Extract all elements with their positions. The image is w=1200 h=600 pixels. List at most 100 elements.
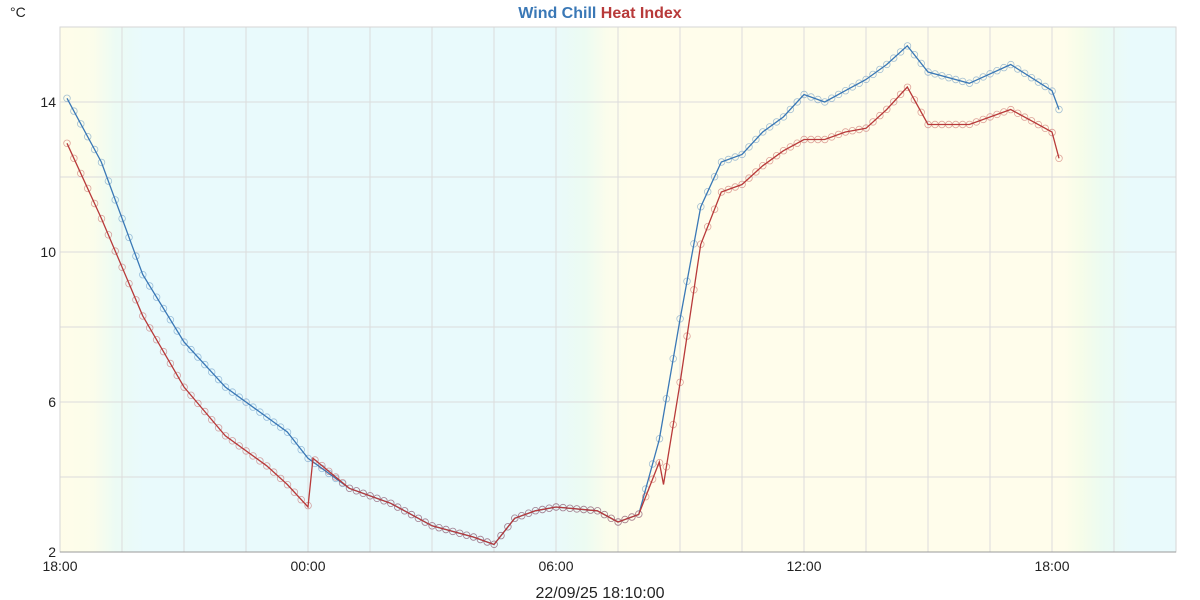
data-point (834, 90, 843, 99)
data-point (194, 399, 202, 408)
data-point (890, 54, 898, 62)
data-point (345, 484, 354, 492)
data-point (841, 128, 850, 136)
data-point (552, 503, 560, 511)
data-point (724, 185, 733, 194)
data-point (607, 514, 615, 522)
data-point (1034, 120, 1043, 129)
data-point (958, 77, 967, 86)
data-point (779, 113, 788, 121)
data-point (311, 456, 319, 464)
data-point (1014, 109, 1022, 117)
data-point (710, 205, 719, 213)
data-point (394, 503, 402, 511)
data-point (400, 507, 409, 515)
data-point (786, 143, 795, 151)
data-point (70, 107, 78, 115)
data-point (600, 510, 609, 519)
data-point (524, 509, 533, 517)
data-point (697, 240, 705, 248)
data-point (228, 388, 237, 396)
data-point (972, 118, 981, 126)
data-point (145, 282, 154, 290)
data-point (931, 70, 939, 78)
data-point (297, 496, 305, 504)
data-point (738, 180, 746, 189)
title-part: Heat Index (596, 5, 681, 22)
data-point (387, 499, 395, 507)
data-point (483, 538, 491, 546)
data-point (538, 505, 547, 514)
data-point (325, 467, 333, 475)
data-point (993, 66, 1001, 75)
data-point (731, 153, 739, 161)
data-point (883, 60, 891, 69)
data-point (125, 233, 133, 242)
data-point (256, 457, 264, 465)
data-point (221, 432, 230, 440)
data-point (841, 86, 850, 95)
data-point (1007, 105, 1015, 114)
data-point (63, 94, 71, 102)
data-point (421, 518, 429, 526)
data-point (917, 108, 925, 116)
data-point (180, 338, 188, 346)
y-tick-label: 2 (48, 544, 56, 560)
data-point (132, 296, 140, 304)
data-point (848, 83, 857, 91)
data-point (683, 332, 691, 340)
data-point (621, 515, 629, 524)
data-point (848, 126, 857, 135)
data-point (345, 484, 354, 492)
data-point (111, 247, 119, 255)
data-point (518, 512, 526, 520)
data-point (910, 96, 919, 104)
data-point (483, 538, 491, 546)
data-point (77, 169, 85, 178)
data-point (263, 413, 271, 421)
data-point (690, 240, 698, 248)
data-point (793, 98, 801, 106)
data-point (1048, 128, 1056, 137)
x-tick-label: 18:00 (1034, 558, 1069, 574)
data-point (318, 461, 326, 470)
data-point (242, 447, 250, 455)
grid (59, 26, 1177, 553)
data-point (655, 459, 664, 467)
data-point (793, 139, 801, 147)
data-point (111, 196, 119, 204)
data-point (497, 531, 505, 540)
x-tick-label: 18:00 (42, 558, 77, 574)
data-point (442, 525, 450, 534)
data-point (159, 304, 168, 313)
data-point (993, 110, 1001, 119)
data-point (207, 368, 216, 376)
data-point (332, 473, 340, 481)
data-point (669, 420, 677, 429)
data-point (428, 522, 436, 530)
data-point (676, 315, 684, 323)
data-point (166, 359, 175, 368)
data-point (201, 360, 209, 369)
data-point (1020, 113, 1029, 121)
x-tick-label: 00:00 (290, 558, 325, 574)
data-point (476, 535, 485, 544)
data-point (779, 146, 788, 155)
data-point (118, 263, 126, 271)
series-line (66, 85, 1060, 546)
data-point (855, 79, 863, 87)
data-point (1055, 105, 1063, 114)
data-point (1007, 60, 1015, 69)
data-point (621, 515, 629, 524)
data-point (104, 177, 113, 185)
data-point (862, 124, 870, 132)
data-point (745, 143, 753, 151)
data-point (276, 423, 285, 431)
data-point (545, 504, 553, 512)
data-point (800, 90, 808, 99)
data-point (752, 135, 760, 144)
data-point (83, 132, 92, 141)
data-point (235, 393, 243, 401)
data-point (332, 474, 340, 483)
